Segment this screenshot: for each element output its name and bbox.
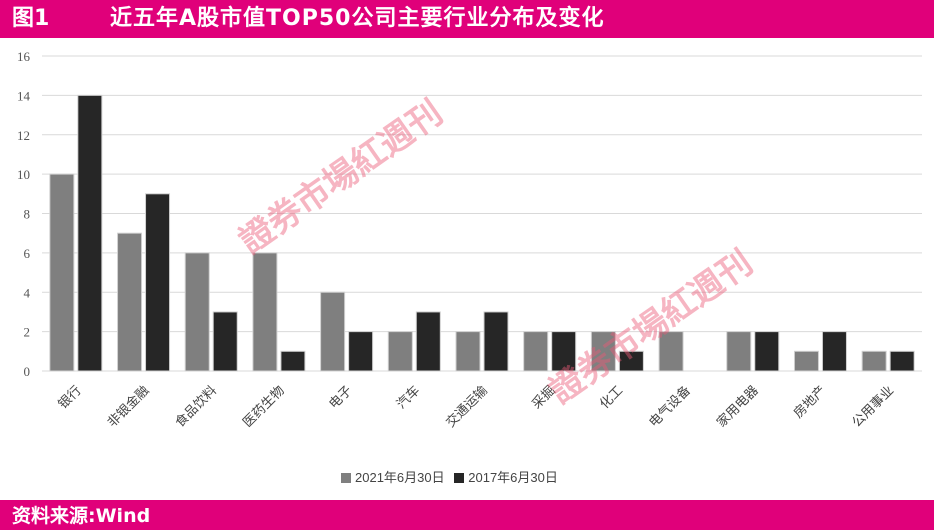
chart-title: 近五年A股市值TOP50公司主要行业分布及变化 [110, 6, 605, 31]
y-tick-label: 10 [17, 167, 30, 182]
x-tick-label: 房地产 [790, 383, 829, 422]
legend: 2021年6月30日 2017年6月30日 [335, 467, 558, 486]
bar-2021 [793, 350, 819, 372]
x-tick-label: 公用事业 [850, 383, 897, 430]
x-tick-label: 电气设备 [646, 383, 694, 431]
legend-swatch-2021 [341, 473, 351, 483]
y-tick-label: 4 [24, 285, 31, 300]
x-tick-label: 银行 [56, 383, 85, 412]
y-tick-label: 8 [24, 207, 31, 222]
bar-2021 [455, 331, 481, 372]
bar-2017 [551, 331, 577, 372]
bar-2021 [49, 173, 75, 372]
bar-2017 [483, 311, 509, 372]
bar-2017 [77, 94, 103, 372]
bar-2021 [523, 331, 549, 372]
y-tick-label: 6 [24, 246, 31, 261]
bar-2017 [280, 350, 306, 372]
bar-2021 [252, 252, 278, 372]
legend-label-2021: 2021年6月30日 [355, 470, 445, 485]
x-tick-label: 家用电器 [714, 383, 762, 431]
x-tick-label: 医药生物 [240, 383, 287, 430]
x-tick-label: 化工 [597, 383, 626, 412]
bar-2021 [861, 350, 887, 372]
figure-header: 图1 近五年A股市值TOP50公司主要行业分布及变化 [0, 0, 934, 38]
x-tick-label: 交通运输 [443, 383, 491, 431]
x-tick-label: 采掘 [530, 383, 559, 412]
bar-2021 [320, 291, 346, 372]
bar-2017 [821, 331, 847, 372]
legend-swatch-2017 [454, 473, 465, 483]
x-tick-label: 汽车 [393, 383, 423, 413]
bar-2021 [117, 232, 143, 372]
bar-2017 [348, 331, 374, 372]
bar-2017 [415, 311, 441, 372]
bar-2017 [145, 193, 171, 372]
y-tick-label: 0 [24, 364, 31, 379]
bar-2021 [387, 331, 413, 372]
bar-2021 [726, 331, 752, 372]
bar-2021 [184, 252, 210, 372]
bar-2017 [212, 311, 238, 372]
bar-2017 [754, 331, 780, 372]
x-tick-label: 非银金融 [104, 383, 152, 431]
x-tick-label: 食品饮料 [172, 383, 220, 431]
y-tick-label: 16 [17, 49, 31, 64]
bar-2017 [889, 350, 915, 372]
y-tick-label: 2 [24, 325, 31, 340]
x-tick-label: 电子 [326, 383, 355, 412]
y-tick-label: 14 [17, 88, 31, 103]
bar-2021 [590, 331, 616, 372]
y-tick-label: 12 [17, 128, 30, 143]
source-footer: 资料来源:Wind [0, 500, 934, 530]
bar-2017 [618, 350, 644, 372]
legend-label-2017: 2017年6月30日 [468, 470, 558, 485]
figure-number: 图1 [12, 6, 50, 31]
bar-2021 [658, 331, 684, 372]
bar-chart: 0 2 4 6 8 10 12 14 16 银行 非银金融 食品饮料 医药生物 电子 汽车 交通运输 采掘 化工电… [17, 49, 922, 431]
